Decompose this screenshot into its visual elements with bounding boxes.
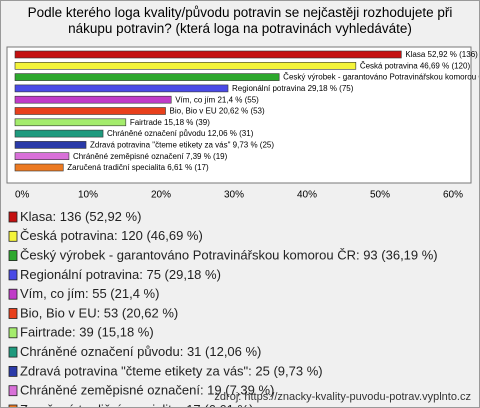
bar xyxy=(14,73,280,81)
legend-swatch xyxy=(8,327,18,339)
legend-swatch xyxy=(8,404,18,407)
legend-swatch xyxy=(8,211,18,223)
data-label: Zdravá potravina "čteme etikety za vás" … xyxy=(90,141,274,150)
bar xyxy=(14,129,104,138)
legend-label: Český výrobek - garantováno Potravinářsk… xyxy=(20,248,438,263)
chart-title: Podle kterého loga kvality/původu potrav… xyxy=(27,5,453,36)
data-label: Chráněné zeměpisné označení 7,39 % (19) xyxy=(73,152,228,161)
bar xyxy=(14,118,127,127)
data-label: Bio, Bio v EU 20,62 % (53) xyxy=(170,107,265,116)
data-label: Regionální potravina 29,18 % (75) xyxy=(232,84,354,93)
bar xyxy=(14,95,172,104)
legend-label: Zdravá potravina "čteme etikety za vás":… xyxy=(20,363,323,378)
x-tick-label: 60% xyxy=(443,190,463,201)
legend-label: Regionální potravina: 75 (29,18 %) xyxy=(20,267,221,282)
legend-swatch xyxy=(8,346,18,358)
legend-label: Česká potravina: 120 (46,69 %) xyxy=(20,228,203,243)
bar xyxy=(14,163,64,172)
legend-swatch xyxy=(8,288,18,300)
x-tick-label: 20% xyxy=(151,190,171,201)
legend-swatch xyxy=(8,230,18,242)
x-tick-label: 50% xyxy=(370,190,390,201)
bar xyxy=(14,61,357,70)
legend-label: Zaručená tradiční specialita: 17 (6,61 %… xyxy=(20,402,253,407)
legend-label: Fairtrade: 39 (15,18 %) xyxy=(20,325,154,340)
data-label: Zaručená tradiční specialita 6,61 % (17) xyxy=(67,163,209,172)
bar xyxy=(14,107,166,115)
legend-swatch xyxy=(8,269,18,281)
legend-swatch xyxy=(8,385,18,397)
x-tick-label: 40% xyxy=(297,190,317,201)
source-note: zdroj: https://znacky-kvality-puvodu-pot… xyxy=(214,391,471,403)
bar xyxy=(14,152,70,160)
legend-swatch xyxy=(8,365,18,377)
legend-swatch xyxy=(8,250,18,262)
legend-label: Chráněné zeměpisné označení: 19 (7,39 %) xyxy=(20,383,274,398)
bar xyxy=(14,50,402,59)
legend-label: Chráněné označení původu: 31 (12,06 %) xyxy=(20,344,261,359)
data-label: Fairtrade 15,18 % (39) xyxy=(130,118,210,127)
x-tick-label: 0% xyxy=(15,190,30,201)
legend-swatch xyxy=(8,308,18,319)
legend-label: Bio, Bio v EU: 53 (20,62 %) xyxy=(20,305,178,320)
bar xyxy=(14,141,87,149)
data-label: Chráněné označení původu 12,06 % (31) xyxy=(107,129,254,138)
data-label: Český výrobek - garantováno Potravinářsk… xyxy=(283,73,479,82)
data-label: Vím, co jím 21,4 % (55) xyxy=(175,95,259,104)
data-label: Klasa 52,92 % (136) xyxy=(405,50,478,59)
x-tick-label: 10% xyxy=(78,190,98,201)
legend-label: Vím, co jím: 55 (21,4 %) xyxy=(20,286,159,301)
plot-frame xyxy=(6,46,472,184)
bar xyxy=(14,84,229,93)
data-label: Česká potravina 46,69 % (120) xyxy=(360,61,471,70)
legend-label: Klasa: 136 (52,92 %) xyxy=(20,209,141,224)
x-tick-label: 30% xyxy=(224,190,244,201)
